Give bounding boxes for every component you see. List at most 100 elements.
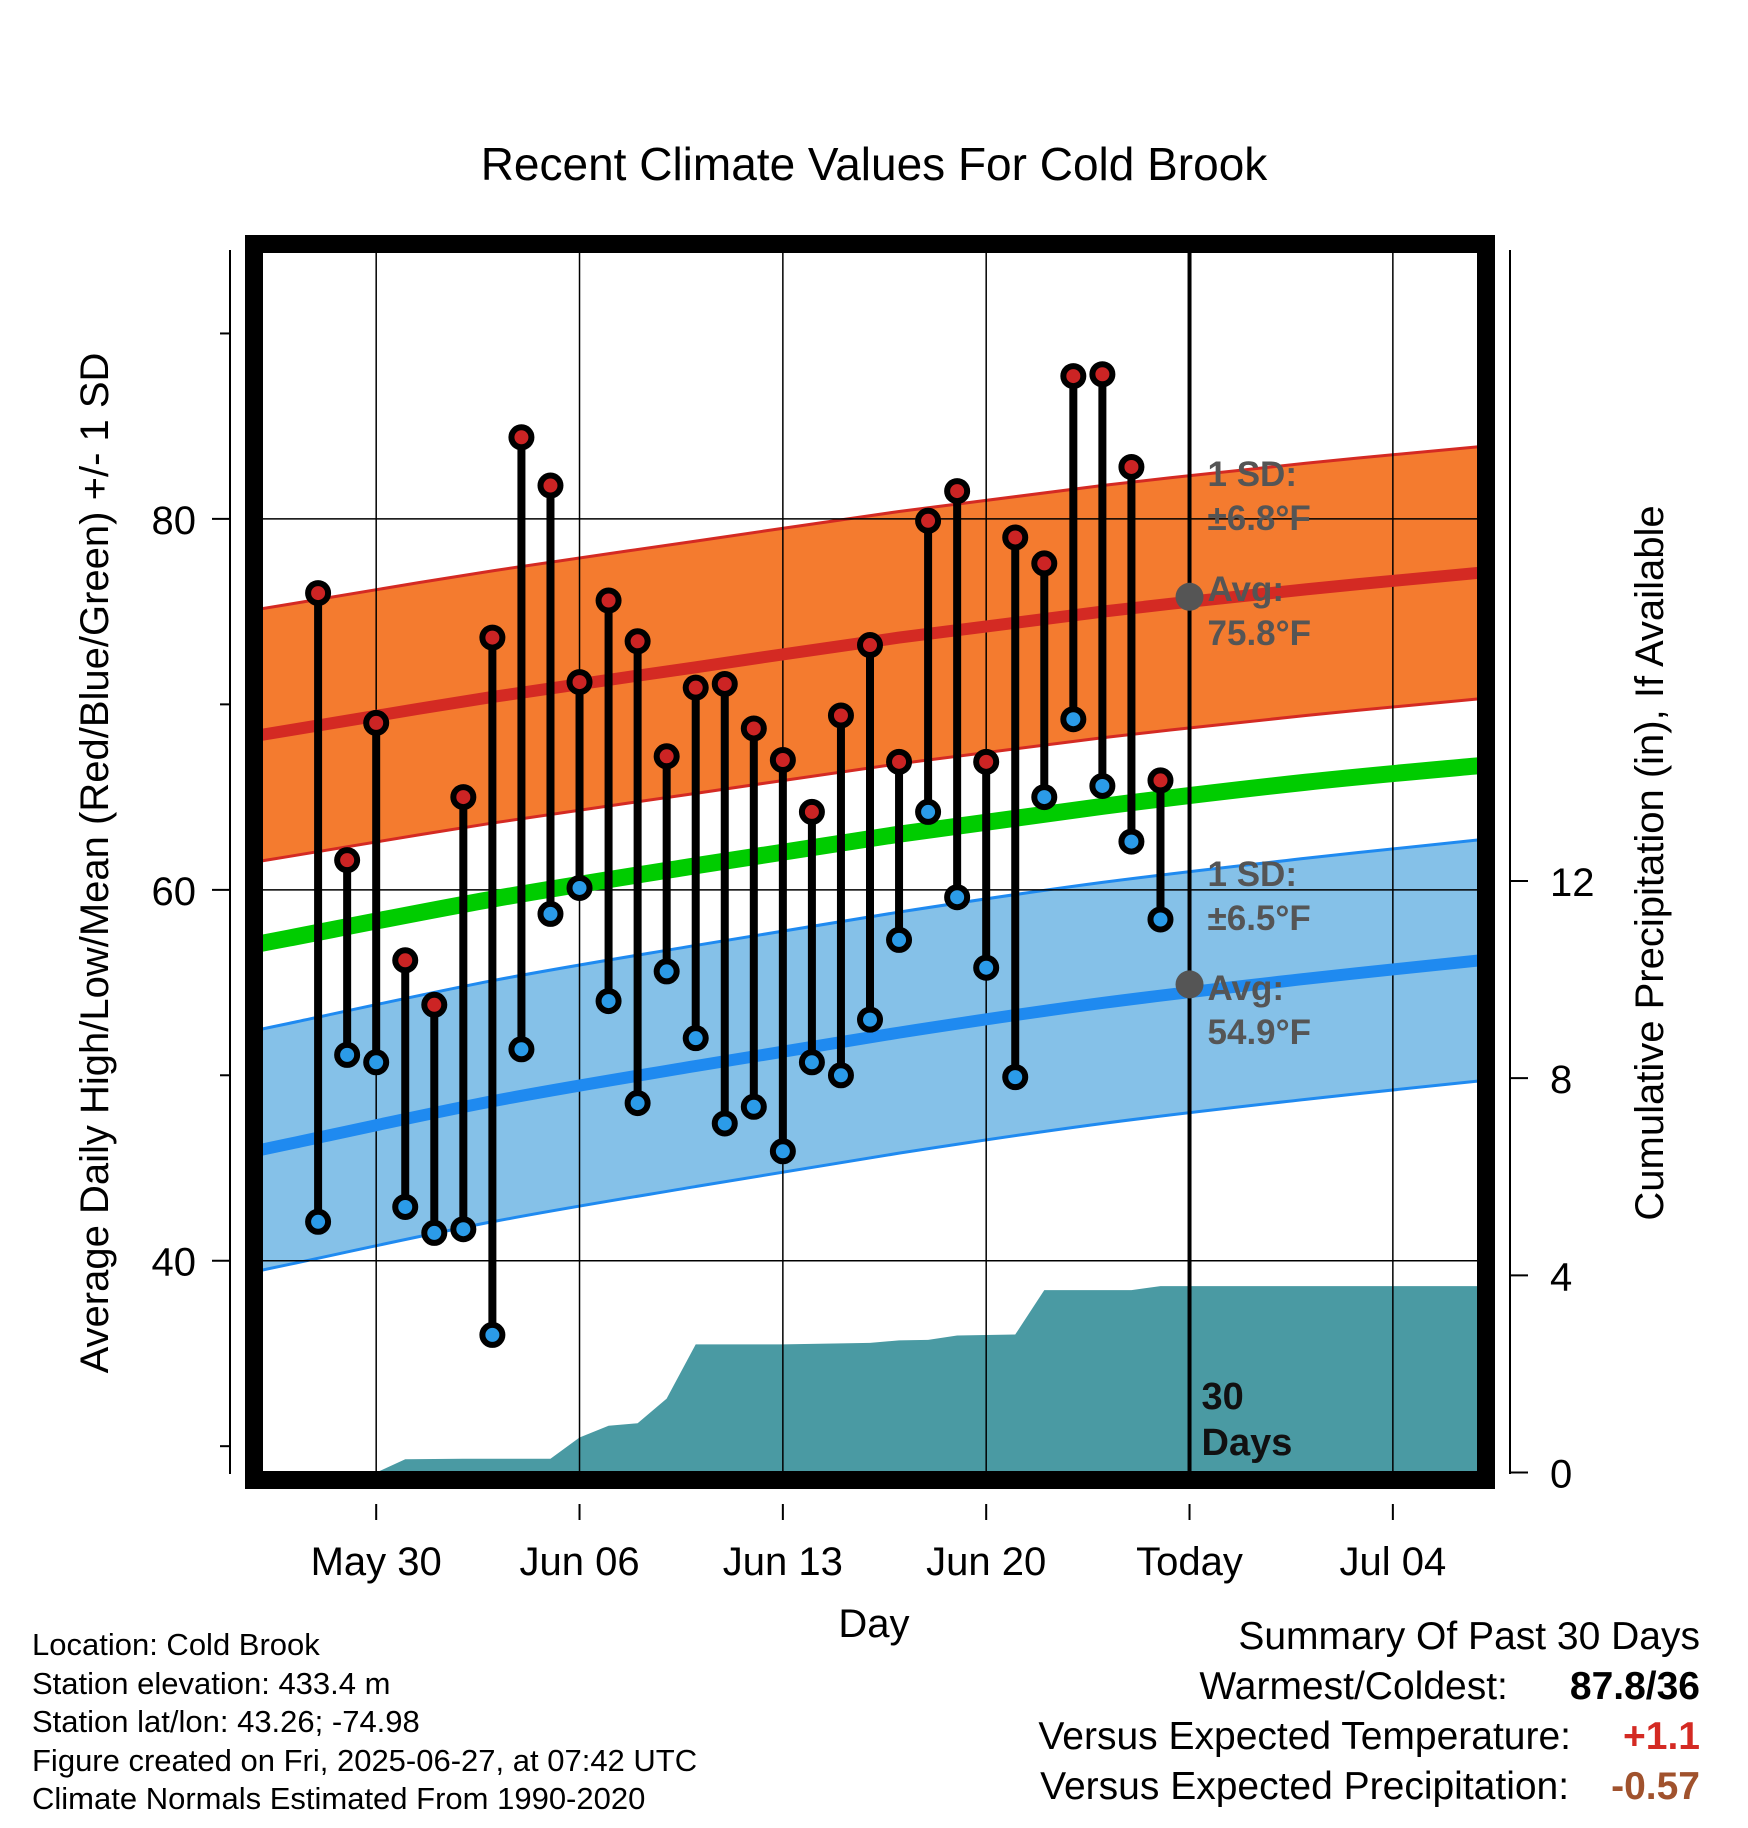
obs-low-point (450, 1216, 477, 1243)
latlon-text: Station lat/lon: 43.26; -74.98 (32, 1704, 420, 1739)
obs-low-point (595, 988, 622, 1015)
warm-cold-value: 87.8/36 (1569, 1665, 1700, 1708)
obs-low-point (915, 798, 942, 825)
y2-tick-label: 8 (1550, 1058, 1572, 1102)
obs-low-point (508, 1036, 535, 1063)
summary-panel: Summary Of Past 30 Days Warmest/Coldest:… (1038, 1615, 1700, 1815)
obs-low-point (1147, 906, 1174, 933)
x-tick-label: Jun 20 (926, 1540, 1046, 1584)
low-avg-value: 54.9°F (1208, 1013, 1312, 1052)
obs-low-point (886, 926, 913, 953)
obs-low-point (421, 1219, 448, 1246)
obs-high-point (740, 715, 767, 742)
obs-high-point (653, 743, 680, 770)
obs-low-point (857, 1006, 883, 1033)
temp-label: Versus Expected Temperature: (1038, 1715, 1571, 1758)
obs-high-point (769, 747, 796, 773)
y-tick-label: 80 (152, 499, 197, 543)
plot-frame (245, 235, 1495, 1489)
obs-high-point (624, 628, 651, 655)
obs-high-point (1089, 361, 1116, 388)
temp-value: +1.1 (1623, 1715, 1700, 1758)
elevation-text: Station elevation: 433.4 m (32, 1665, 391, 1701)
obs-high-point (508, 424, 535, 451)
obs-high-point (682, 674, 709, 701)
y-axis-label: Average Daily High/Low/Mean (Red/Blue/Gr… (73, 353, 117, 1374)
x-axis-label: Day (838, 1602, 909, 1646)
obs-low-point (769, 1138, 796, 1165)
obs-low-point (334, 1041, 361, 1068)
today-high-avg-marker (1175, 582, 1204, 611)
obs-high-point (1147, 767, 1174, 794)
low-avg-label: Avg: (1208, 969, 1284, 1008)
created-text: Figure created on Fri, 2025-06-27, at 07… (32, 1742, 698, 1778)
y-tick-label: 40 (152, 1241, 197, 1285)
obs-high-point (1031, 550, 1058, 577)
summary-temp: Versus Expected Temperature: +1.1 (1038, 1715, 1700, 1765)
obs-high-point (857, 632, 883, 659)
obs-high-point (421, 991, 448, 1018)
x-tick-label: May 30 (311, 1540, 442, 1584)
precip-area-group (260, 1286, 1480, 1473)
plot-border (245, 235, 1495, 1489)
high-sd-value: ±6.8°F (1208, 499, 1311, 538)
obs-low-point (711, 1110, 738, 1137)
obs-low-point (305, 1208, 332, 1235)
obs-high-point (334, 847, 361, 874)
low-sd-lower-edge (260, 1079, 1480, 1273)
obs-low-point (827, 1062, 854, 1089)
obs-low-point (566, 874, 593, 901)
obs-high-point (973, 748, 1000, 775)
obs-high-point (711, 670, 738, 697)
observed-series (305, 361, 1174, 1348)
summary-warm-cold: Warmest/Coldest: 87.8/36 (1038, 1665, 1700, 1715)
obs-high-point (595, 587, 622, 614)
y2-tick-label: 12 (1550, 861, 1595, 905)
obs-high-point (479, 624, 506, 651)
obs-high-point (915, 507, 942, 534)
station-info: Location: Cold Brook Station elevation: … (32, 1626, 697, 1819)
precip-area (260, 1286, 1480, 1473)
obs-low-point (944, 884, 971, 911)
chart-title: Recent Climate Values For Cold Brook (481, 138, 1269, 190)
x-tick-label: Today (1136, 1540, 1243, 1584)
normal-bands (260, 445, 1480, 1273)
obs-low-point (798, 1049, 825, 1076)
warm-cold-label: Warmest/Coldest: (1199, 1665, 1508, 1708)
location-text: Location: Cold Brook (32, 1627, 320, 1662)
obs-low-point (537, 900, 564, 927)
obs-low-point (1060, 706, 1087, 733)
obs-low-point (363, 1049, 390, 1076)
today-days-label: 30 (1202, 1376, 1244, 1418)
obs-low-point (624, 1090, 651, 1117)
obs-high-point (798, 798, 825, 825)
obs-high-point (537, 472, 564, 499)
obs-low-point (740, 1093, 767, 1120)
obs-low-point (1089, 772, 1116, 799)
obs-high-point (944, 478, 971, 505)
precip-value: -0.57 (1611, 1765, 1700, 1808)
y-tick-label: 60 (152, 870, 197, 914)
obs-high-point (450, 784, 477, 811)
high-avg-value: 75.8°F (1208, 614, 1312, 653)
obs-high-point (566, 669, 593, 696)
high-avg-label: Avg: (1208, 570, 1284, 609)
obs-high-point (1060, 363, 1087, 390)
normals-note-text: Climate Normals Estimated From 1990-2020 (32, 1781, 646, 1816)
low-sd-band (260, 839, 1480, 1271)
summary-precip: Versus Expected Precipitation: -0.57 (1038, 1765, 1700, 1815)
high-normal-line (260, 566, 1480, 742)
high-sd-upper-edge (260, 445, 1480, 611)
obs-low-point (973, 954, 1000, 981)
high-sd-label: 1 SD: (1208, 455, 1297, 494)
obs-high-point (1002, 524, 1029, 551)
annotations: 1 SD: ±6.8°F Avg: 75.8°F 1 SD: ±6.5°F Avg: 54.9… (1175, 455, 1312, 1464)
obs-high-point (886, 748, 913, 775)
obs-high-point (305, 580, 332, 607)
y2-tick-label: 4 (1550, 1255, 1572, 1299)
obs-low-point (1031, 784, 1058, 811)
obs-high-point (1118, 453, 1145, 480)
low-sd-value: ±6.5°F (1208, 899, 1311, 938)
x-tick-label: Jun 13 (723, 1540, 843, 1584)
